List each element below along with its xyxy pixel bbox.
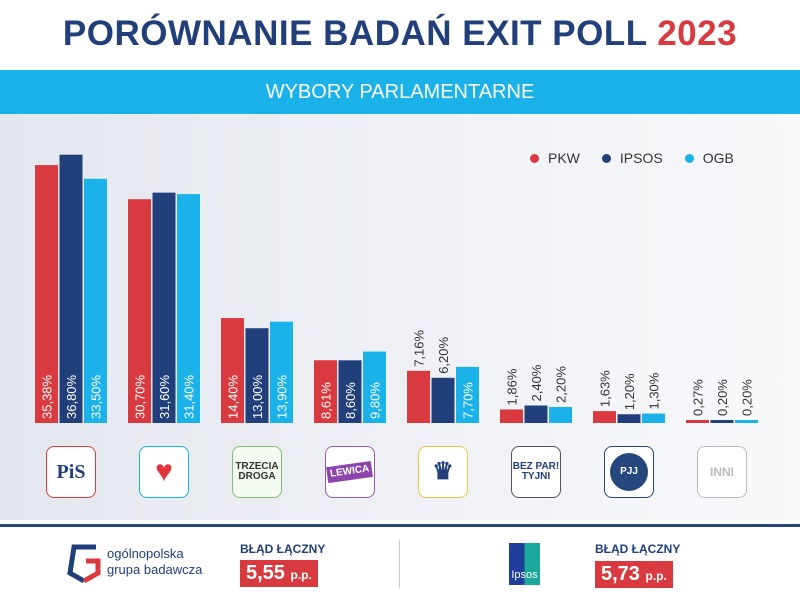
footer-rule: [0, 524, 800, 527]
bar-value-label: 30,70%: [133, 374, 148, 419]
subtitle-band: WYBORY PARLAMENTARNE: [0, 70, 800, 114]
bar-value-label: 33,50%: [89, 374, 104, 419]
ogb-line1: ogólnopolska: [107, 546, 184, 561]
ipsos-error-value: 5,73 p.p.: [595, 561, 673, 588]
party-logo-konfederacja: ♛: [418, 446, 468, 498]
title-year: 2023: [657, 14, 738, 53]
bar-value-label: 35,38%: [40, 374, 55, 419]
ogb-error-value: 5,55 p.p.: [240, 560, 318, 587]
ogb-error-number: 5,55: [246, 562, 285, 584]
bar-value-label: 1,63%: [598, 370, 613, 407]
bar-value-label: 36,80%: [64, 374, 79, 419]
bar-value-label: 1,20%: [622, 373, 637, 410]
bar-ogb: [549, 406, 572, 423]
party-logo-pjj: PJJ: [604, 446, 654, 498]
bar-pkw: [128, 199, 151, 423]
bar-value-label: 31,60%: [157, 374, 172, 419]
bar-value-label: 1,30%: [647, 372, 662, 409]
bar-ogb: [84, 178, 107, 423]
bar-value-label: 8,60%: [343, 382, 358, 419]
bar-value-label: 7,16%: [412, 330, 427, 367]
bar-pkw: [221, 318, 244, 423]
bar-pkw: [500, 409, 523, 423]
party-logo-pis: PiS: [46, 446, 96, 498]
ipsos-error-unit: p.p.: [645, 569, 667, 583]
bar-value-label: 0,20%: [715, 379, 730, 416]
bar-pkw: [314, 360, 337, 423]
legend-item: OGB: [684, 150, 734, 166]
bar-ipsos: [710, 420, 734, 423]
bar-value-label: 2,20%: [554, 366, 569, 403]
bar-ogb: [363, 351, 386, 423]
bar-ipsos: [152, 192, 176, 423]
bar-value-label: 0,20%: [740, 379, 755, 416]
bar-ipsos: [59, 154, 83, 423]
bar-ipsos: [524, 405, 548, 423]
ogb-error-unit: p.p.: [290, 568, 312, 582]
bar-ogb: [642, 413, 665, 423]
party-logo-bezpartyjni-samorządowcy: BEZ PAR! TYJNI: [511, 446, 561, 498]
ogb-line2: grupa badawcza: [107, 562, 203, 577]
ogb-logo-icon: [67, 544, 101, 584]
legend-label: OGB: [702, 150, 734, 166]
bar-value-label: 2,40%: [529, 364, 544, 401]
bar-value-label: 9,80%: [368, 382, 383, 419]
legend: PKW IPSOS OGB: [530, 150, 734, 166]
bar-value-label: 31,40%: [182, 374, 197, 419]
bar-value-label: 1,86%: [505, 368, 520, 405]
legend-label: IPSOS: [619, 150, 663, 166]
legend-dot-icon: [530, 153, 539, 163]
footer-divider: [399, 540, 400, 588]
bar-value-label: 0,27%: [691, 379, 706, 416]
bar-pkw: [35, 165, 58, 423]
bar-ogb: [735, 420, 758, 423]
bar-value-label: 13,00%: [250, 374, 265, 419]
bar-value-label: 8,61%: [319, 382, 334, 419]
legend-label: PKW: [548, 150, 580, 166]
bar-value-label: 7,70%: [461, 382, 476, 419]
bar-ipsos: [245, 328, 269, 423]
bar-value-label: 13,90%: [275, 374, 290, 419]
party-logo-inni: INNI: [697, 446, 747, 498]
page-title: PORÓWNANIE BADAŃ EXIT POLL 2023: [0, 14, 800, 54]
bar-pkw: [686, 420, 709, 423]
bar-ipsos: [431, 377, 455, 423]
party-logo-ko: ♥: [139, 446, 189, 498]
bar-ipsos: [617, 414, 641, 423]
legend-dot-icon: [601, 153, 611, 163]
party-logo-lewica: LEWICA: [325, 446, 375, 498]
bar-chart: 35,38% 36,80% 33,50% 30,70% 31,60% 31,40% 14,4…: [35, 154, 758, 423]
title-text: PORÓWNANIE BADAŃ EXIT POLL: [62, 14, 647, 53]
bar-pkw: [593, 411, 616, 423]
bar-ogb: [456, 366, 479, 423]
ipsos-logo: Ipsos: [509, 543, 540, 585]
bar-ogb: [177, 194, 200, 423]
ipsos-error-label: BŁĄD ŁĄCZNY: [595, 542, 681, 556]
bar-pkw: [407, 370, 430, 423]
bar-ogb: [270, 321, 293, 423]
bar-ipsos: [338, 360, 362, 423]
legend-item: PKW: [530, 150, 580, 166]
bar-value-label: 6,20%: [436, 337, 451, 374]
ipsos-error-number: 5,73: [601, 563, 640, 585]
legend-item: IPSOS: [601, 150, 663, 166]
ogb-error-label: BŁĄD ŁĄCZNY: [240, 542, 326, 556]
bar-value-label: 14,40%: [226, 374, 241, 419]
ogb-name: ogólnopolska grupa badawcza: [107, 546, 202, 578]
party-logo-trzecia-droga: TRZECIA DROGA: [232, 446, 282, 498]
legend-dot-icon: [684, 153, 694, 163]
